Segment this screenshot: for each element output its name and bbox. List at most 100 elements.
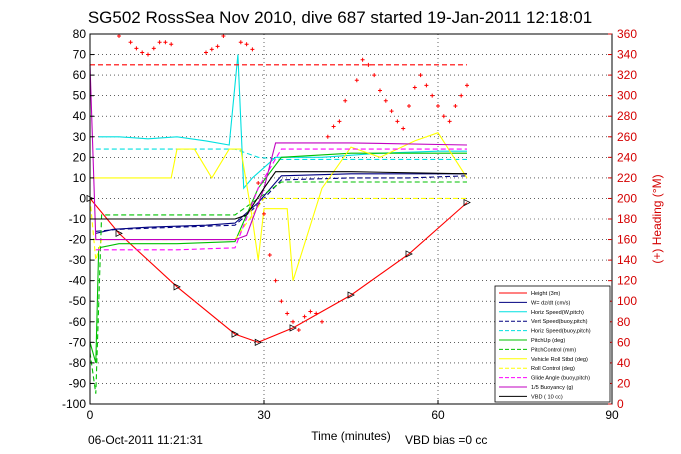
legend: Height (3m) W= dz/dt (cm/s) Horiz Speed(W,… <box>494 285 611 403</box>
left-tick-label: 80 <box>73 27 87 41</box>
heading-point <box>325 134 330 139</box>
heading-point <box>372 73 377 78</box>
heading-point <box>314 311 319 316</box>
legend-entry: PitchControl (mm) <box>531 347 576 353</box>
heading-point <box>204 50 208 55</box>
legend-entry: Horiz Speed(W,pitch) <box>531 310 584 316</box>
right-tick-label: 40 <box>617 356 631 370</box>
heading-point <box>441 114 446 119</box>
legend-entry: 1/5 Buoyancy (g) <box>531 385 573 391</box>
series-line-11 <box>90 171 468 220</box>
series-layer <box>86 34 471 394</box>
left-tick-label: -20 <box>69 233 87 247</box>
left-tick-label: -60 <box>69 315 87 329</box>
bottom-tick-label: 0 <box>87 408 94 422</box>
left-tick-label: -30 <box>69 253 87 267</box>
right-tick-label: 60 <box>617 335 631 349</box>
bottom-tick-label: 30 <box>257 408 271 422</box>
heading-point <box>134 46 139 51</box>
right-tick-label: 20 <box>617 376 631 390</box>
legend-entry: Vert Speed(buoy,pitch) <box>531 319 588 325</box>
heading-point <box>215 44 220 49</box>
series-line-2 <box>98 54 467 190</box>
heading-point <box>296 328 301 332</box>
heading-point <box>262 211 266 216</box>
heading-point <box>418 73 423 78</box>
right-tick-label: 220 <box>617 171 637 185</box>
bottom-tick-label: 60 <box>431 408 445 422</box>
left-tick-label: -70 <box>69 335 87 349</box>
right-tick-label: 300 <box>617 89 637 103</box>
heading-point <box>285 311 290 316</box>
heading-point <box>343 98 348 103</box>
height-marker <box>289 324 297 332</box>
heading-point <box>128 40 133 45</box>
series-line-0 <box>89 198 468 343</box>
height-marker <box>254 338 263 346</box>
right-tick-label: 340 <box>617 48 637 62</box>
right-tick-label: 360 <box>617 27 637 41</box>
series-line-4 <box>95 148 467 160</box>
heading-point <box>238 40 243 45</box>
left-tick-label: 30 <box>73 130 87 144</box>
heading-point <box>308 309 313 314</box>
left-tick-label: -50 <box>69 294 87 308</box>
left-tick-label: -40 <box>69 274 87 288</box>
heading-point <box>221 34 226 39</box>
series-line-5 <box>89 152 467 364</box>
chart-title: SG502 RossSea Nov 2010, dive 687 started… <box>88 8 592 27</box>
bottom-tick-label: 90 <box>605 408 619 422</box>
right-tick-label: 0 <box>617 397 624 411</box>
height-marker <box>405 250 413 258</box>
height-marker <box>231 330 239 338</box>
heading-point <box>366 62 371 67</box>
heading-point <box>256 181 261 186</box>
heading-point <box>331 124 336 129</box>
left-tick-label: 0 <box>79 191 86 205</box>
series-line-10 <box>89 64 468 241</box>
left-tick-label: -100 <box>62 397 86 411</box>
x-axis-label: Time (minutes) <box>311 429 391 443</box>
heading-point <box>395 119 400 124</box>
left-tick-label: -10 <box>69 212 87 226</box>
left-tick-label: 10 <box>73 171 87 185</box>
right-tick-label: 140 <box>617 253 637 267</box>
series-line-3 <box>95 175 468 232</box>
right-tick-label: 240 <box>617 150 637 164</box>
heading-point <box>389 109 394 114</box>
heading-point <box>320 319 324 324</box>
heading-point <box>447 119 452 124</box>
right-axis-ticks: 0 20 40 60 80 100 120 140 160 180 200 220 240 260 280 3… <box>608 27 637 411</box>
heading-point <box>273 278 278 283</box>
heading-point <box>459 93 464 98</box>
series-line-7 <box>90 132 468 281</box>
heading-point <box>465 83 469 88</box>
heading-point <box>250 47 255 52</box>
heading-point <box>378 88 382 93</box>
right-tick-label: 180 <box>617 212 637 226</box>
left-tick-label: 50 <box>73 89 87 103</box>
heading-point <box>424 83 429 88</box>
legend-entry: VBD ( 10 cc) <box>531 394 563 400</box>
left-tick-label: -90 <box>69 376 87 390</box>
heading-point <box>163 40 168 45</box>
heading-point <box>354 78 359 83</box>
heading-point <box>169 42 174 47</box>
right-tick-label: 320 <box>617 68 637 82</box>
heading-point <box>401 126 406 131</box>
left-tick-label: -80 <box>69 356 87 370</box>
legend-box <box>494 285 611 403</box>
heading-point <box>117 34 121 39</box>
height-marker <box>347 291 355 299</box>
legend-entry: PitchUp (deg) <box>531 338 565 344</box>
right-tick-label: 120 <box>617 274 637 288</box>
legend-entry: Vehicle Roll Stbd (deg) <box>531 357 588 363</box>
heading-point <box>453 103 458 108</box>
series-line-1 <box>95 173 467 234</box>
series-line-9 <box>95 148 467 251</box>
heading-point <box>407 103 411 108</box>
heading-point <box>291 319 295 324</box>
footer-note: VBD bias =0 cc <box>405 433 487 447</box>
right-tick-label: 100 <box>617 294 637 308</box>
